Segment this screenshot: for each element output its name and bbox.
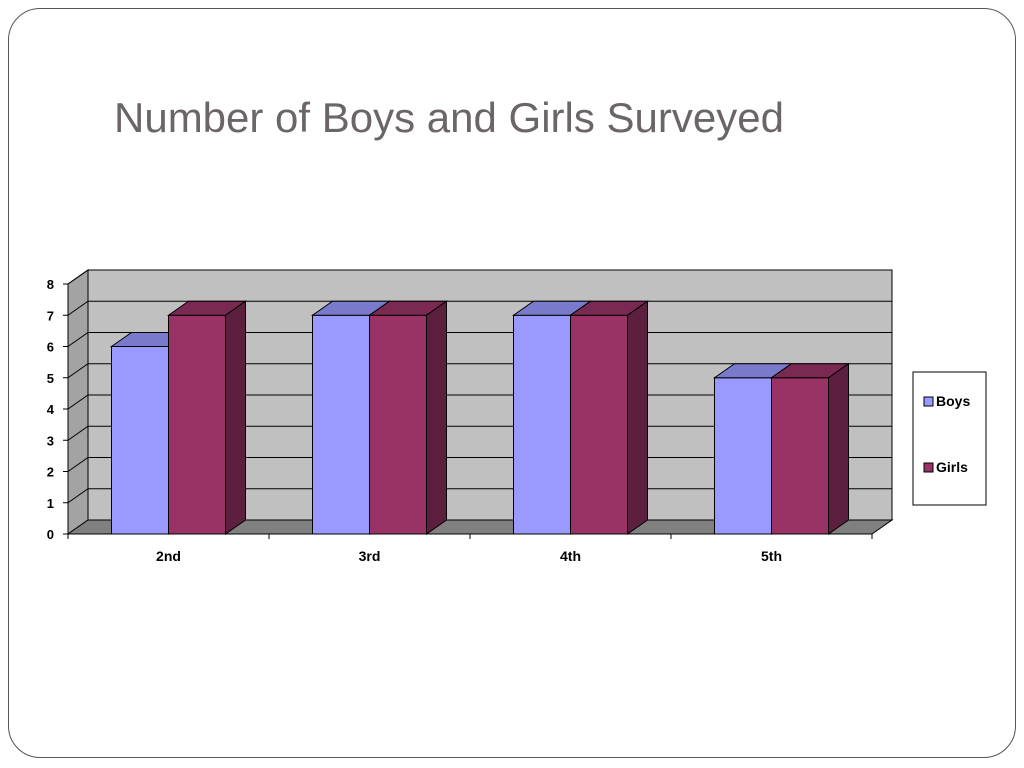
bar-front xyxy=(771,377,829,535)
legend-swatch-boys xyxy=(923,396,934,407)
chart-legend: Boys Girls xyxy=(912,371,987,506)
y-tick-label: 3 xyxy=(47,433,54,448)
x-category-label: 3rd xyxy=(359,548,381,564)
legend-box xyxy=(912,371,987,506)
bar-front xyxy=(168,314,226,535)
bar-front xyxy=(369,314,427,535)
gridline xyxy=(67,269,892,285)
y-tick-label: 2 xyxy=(47,465,54,480)
chart-labels: 0 1 2 3 4 5 6 7 8 2nd 3rd 4th 5th xyxy=(47,277,782,564)
legend-label-girls: Girls xyxy=(936,459,968,475)
x-category-label: 4th xyxy=(560,548,581,564)
legend-label-boys: Boys xyxy=(936,393,970,409)
y-tick-label: 0 xyxy=(47,527,54,542)
legend-swatch-girls xyxy=(923,462,934,473)
bar-side xyxy=(225,300,246,535)
bar-front xyxy=(312,314,370,535)
x-category-label: 5th xyxy=(761,548,782,564)
x-category-label: 2nd xyxy=(156,548,181,564)
bar-side xyxy=(426,300,447,535)
bar-front xyxy=(111,346,169,535)
y-tick-label: 6 xyxy=(47,340,54,355)
bar-side xyxy=(627,300,648,535)
bar-girls-2nd xyxy=(166,300,248,535)
page-title: Number of Boys and Girls Surveyed xyxy=(114,94,784,141)
bar-front xyxy=(513,314,571,535)
chart-bars xyxy=(109,300,851,535)
bar-girls-3rd xyxy=(367,300,449,535)
bar-girls-4th xyxy=(568,300,650,535)
y-tick-label: 1 xyxy=(47,496,54,511)
bar-girls-5th xyxy=(769,362,851,535)
bar-front xyxy=(570,314,628,535)
bar-side xyxy=(828,362,849,535)
y-tick-label: 8 xyxy=(47,277,54,292)
y-tick-label: 7 xyxy=(47,308,54,323)
y-tick-label: 4 xyxy=(47,402,55,417)
bar-front xyxy=(714,377,772,535)
y-tick-label: 5 xyxy=(47,371,54,386)
